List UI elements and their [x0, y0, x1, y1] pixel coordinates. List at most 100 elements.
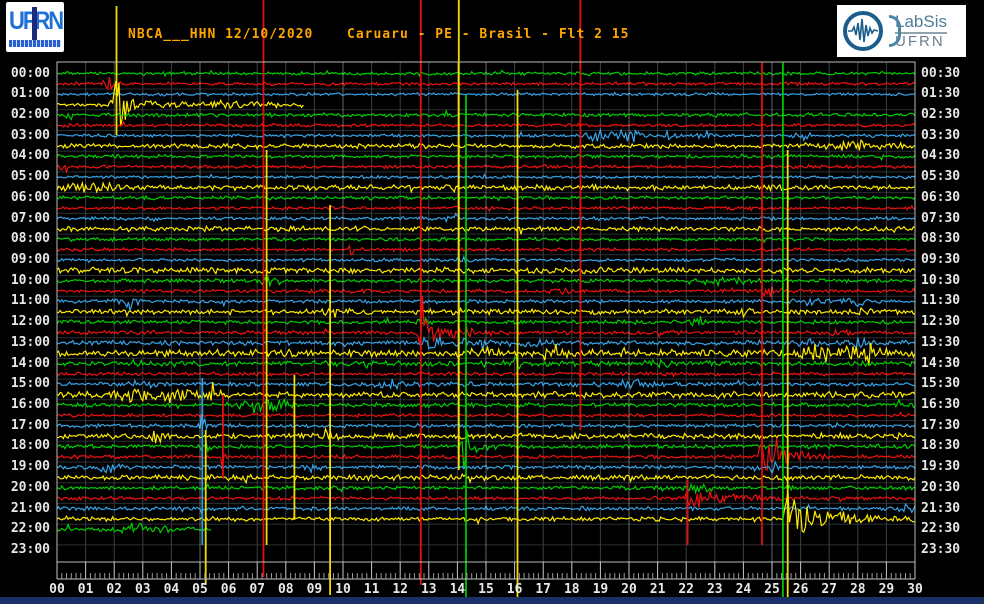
left-time-label: 11:00 — [10, 293, 50, 309]
minute-tick-label: 10 — [335, 582, 351, 597]
trace-0530 — [56, 180, 916, 194]
right-time-label: 03:30 — [921, 127, 961, 143]
trace-1030 — [56, 286, 916, 298]
minute-tick-label: 05 — [192, 582, 208, 597]
right-time-label: 09:30 — [921, 251, 961, 267]
minute-tick-label: 20 — [621, 582, 637, 597]
left-time-label: 13:00 — [10, 334, 50, 350]
left-time-label: 09:00 — [10, 251, 50, 267]
minute-tick-label: 22 — [678, 582, 695, 597]
left-time-label: 08:00 — [10, 231, 50, 247]
trace-1300 — [57, 336, 916, 351]
minute-tick-label: 24 — [735, 582, 752, 597]
labsis-waveform-icon — [843, 11, 883, 51]
left-time-label: 22:00 — [10, 521, 50, 537]
left-time-label: 18:00 — [10, 438, 50, 454]
trace-1000 — [56, 275, 916, 289]
left-time-label: 00:00 — [10, 65, 50, 81]
minute-tick-label: 06 — [220, 582, 237, 597]
trace-0730 — [56, 224, 916, 235]
trace-2200 — [56, 522, 212, 535]
right-time-label: 21:30 — [921, 500, 961, 516]
trace-0830 — [56, 244, 916, 256]
trace-2030 — [56, 490, 916, 508]
trace-0900 — [56, 254, 916, 264]
minute-tick-label: 11 — [363, 582, 380, 597]
minute-tick-label: 03 — [134, 582, 151, 597]
right-time-label: 15:30 — [921, 376, 961, 392]
labsis-logo: LabSis UFRN — [837, 5, 966, 57]
right-time-label: 22:30 — [921, 521, 961, 537]
trace-0930 — [56, 266, 916, 275]
ufrn-logo: UFRN — [6, 2, 64, 52]
left-time-label: 19:00 — [10, 459, 50, 475]
bottom-bar — [0, 597, 984, 604]
trace-0500 — [56, 172, 916, 180]
minute-tick-label: 18 — [563, 582, 580, 597]
trace-1630 — [56, 411, 916, 419]
trace-1830 — [56, 437, 916, 471]
right-time-label: 16:30 — [921, 397, 961, 413]
trace-0000 — [56, 69, 916, 78]
minute-tick-label: 04 — [163, 582, 180, 597]
trace-0200 — [56, 109, 916, 121]
minute-tick-label: 00 — [49, 582, 65, 597]
trace-1330 — [56, 342, 916, 366]
labsis-logo-line1: LabSis — [895, 12, 947, 34]
left-time-label: 06:00 — [10, 189, 50, 205]
trace-0700 — [56, 212, 916, 224]
trace-1500 — [56, 378, 916, 391]
right-time-label: 13:30 — [921, 334, 961, 350]
trace-1530 — [56, 381, 916, 404]
left-time-label: 21:00 — [10, 500, 50, 516]
left-time-label: 16:00 — [10, 397, 50, 413]
trace-0800 — [56, 236, 916, 244]
minute-tick-label: 23 — [706, 582, 723, 597]
trace-2100 — [56, 502, 916, 515]
event-spike-lines — [115, 0, 789, 600]
left-time-label: 14:00 — [10, 355, 50, 371]
trace-0630 — [57, 204, 916, 213]
trace-0600 — [56, 194, 916, 202]
minute-tick-label: 16 — [506, 582, 523, 597]
station-title: NBCA___HHN 12/10/2020 — [128, 27, 314, 42]
trace-1900 — [56, 460, 916, 475]
ufrn-logo-caption-strip — [9, 40, 61, 47]
left-time-label: 15:00 — [10, 376, 50, 392]
right-time-label: 17:30 — [921, 417, 961, 433]
left-time-label: 04:00 — [10, 148, 50, 164]
minute-tick-label: 07 — [249, 582, 266, 597]
right-time-label: 06:30 — [921, 189, 961, 205]
minute-tick-label: 12 — [392, 582, 409, 597]
minute-tick-label: 15 — [478, 582, 494, 597]
left-time-label: 07:00 — [10, 210, 50, 226]
trace-1700 — [56, 413, 916, 431]
minute-tick-label: 02 — [106, 582, 123, 597]
right-time-label: 07:30 — [921, 210, 961, 226]
right-time-label: 08:30 — [921, 231, 961, 247]
minute-tick-label: 01 — [77, 582, 94, 597]
left-time-label: 20:00 — [10, 479, 50, 495]
trace-1430 — [56, 371, 916, 378]
minute-tick-label: 08 — [277, 582, 294, 597]
right-time-label: 10:30 — [921, 272, 961, 288]
trace-1930 — [56, 473, 916, 485]
left-time-label: 12:00 — [10, 314, 50, 330]
minute-tick-label: 21 — [649, 582, 666, 597]
trace-1230 — [56, 295, 916, 344]
right-time-label: 04:30 — [921, 148, 961, 164]
minute-tick-label: 28 — [849, 582, 866, 597]
minute-tick-label: 17 — [535, 582, 552, 597]
minute-tick-label: 27 — [821, 582, 838, 597]
trace-1100 — [56, 297, 916, 312]
left-time-label: 10:00 — [10, 272, 50, 288]
trace-2000 — [56, 482, 916, 495]
left-time-label: 03:00 — [10, 127, 50, 143]
right-time-label: 20:30 — [921, 479, 961, 495]
trace-2130 — [56, 491, 916, 533]
left-time-label: 01:00 — [10, 86, 50, 102]
right-time-label: 02:30 — [921, 106, 961, 122]
right-time-label: 23:30 — [921, 542, 961, 558]
trace-rows — [56, 69, 916, 535]
right-time-label: 18:30 — [921, 438, 961, 454]
